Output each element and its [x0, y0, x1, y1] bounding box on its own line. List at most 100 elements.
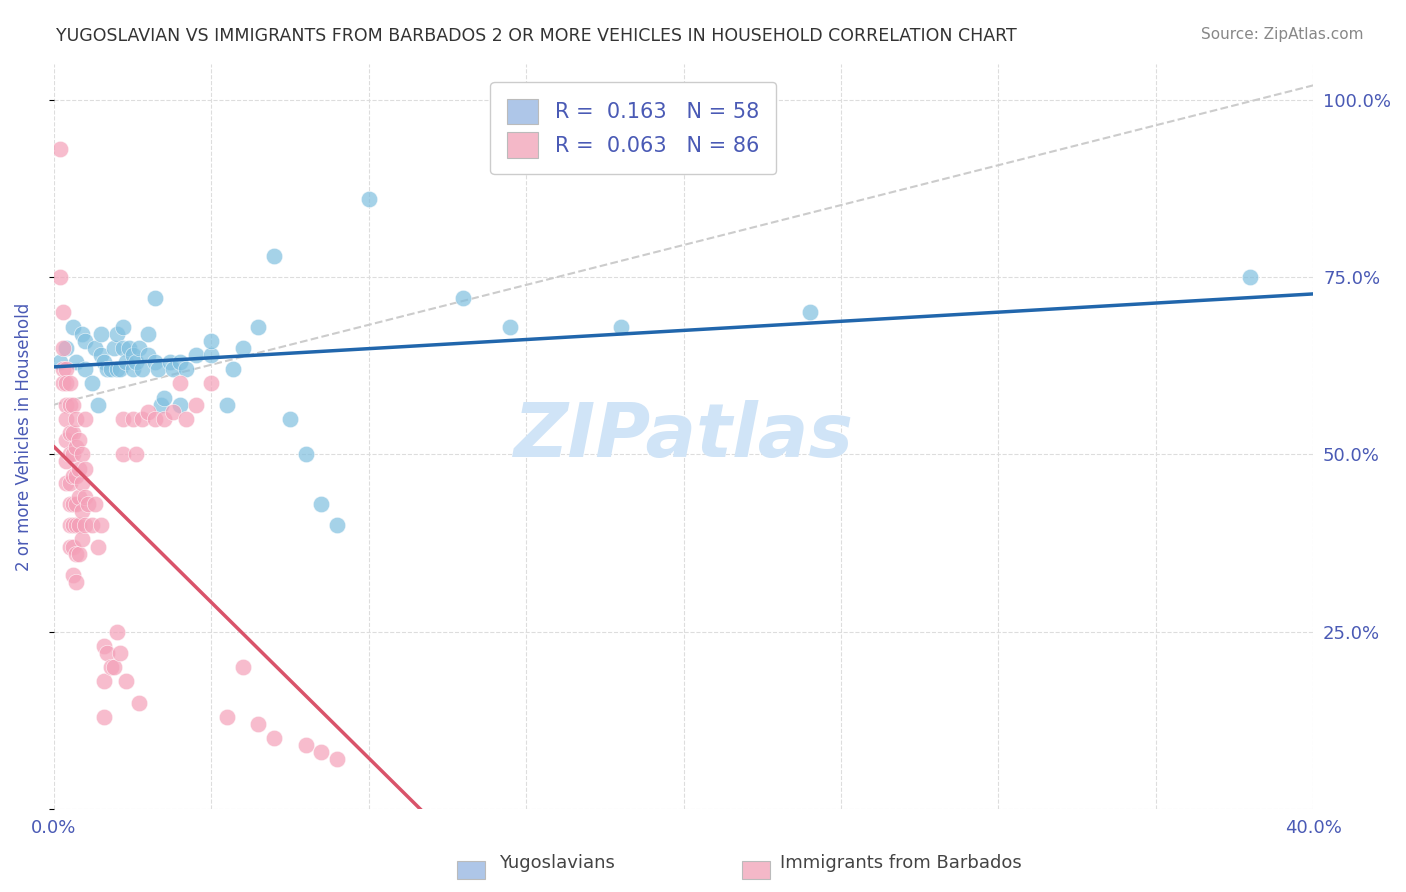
Point [263, 731, 285, 746]
Point [96, 646, 118, 660]
Point [143, 412, 166, 426]
Point [128, 696, 150, 710]
Point [52, 362, 75, 376]
Point [184, 398, 207, 412]
Point [70, 475, 93, 490]
Point [87, 540, 110, 554]
Point [131, 362, 153, 376]
Point [90, 348, 112, 362]
Point [451, 291, 474, 305]
Point [174, 412, 197, 426]
Point [108, 362, 131, 376]
Point [65, 518, 87, 533]
Point [153, 391, 176, 405]
Point [115, 674, 138, 689]
Point [112, 447, 135, 461]
Point [96, 362, 118, 376]
Point [58, 497, 80, 511]
Point [103, 660, 125, 674]
Point [75, 461, 97, 475]
Point [75, 490, 97, 504]
Point [75, 334, 97, 348]
Point [62, 497, 84, 511]
Point [93, 355, 115, 369]
Point [67, 518, 90, 533]
Point [77, 497, 100, 511]
Point [70, 326, 93, 341]
Point [247, 319, 270, 334]
Point [108, 646, 131, 660]
Point [609, 319, 631, 334]
Point [75, 412, 97, 426]
Point [263, 249, 285, 263]
Point [153, 412, 176, 426]
Point [105, 624, 128, 639]
Point [65, 575, 87, 590]
Point [65, 355, 87, 369]
Point [65, 497, 87, 511]
Text: YUGOSLAVIAN VS IMMIGRANTS FROM BARBADOS 2 OR MORE VEHICLES IN HOUSEHOLD CORRELAT: YUGOSLAVIAN VS IMMIGRANTS FROM BARBADOS … [56, 27, 1017, 45]
Point [215, 398, 238, 412]
Point [100, 660, 122, 674]
Point [162, 405, 184, 419]
Point [105, 362, 128, 376]
Point [75, 518, 97, 533]
Point [162, 362, 184, 376]
Point [169, 376, 191, 391]
Point [232, 341, 254, 355]
Point [232, 660, 254, 674]
Point [121, 412, 143, 426]
Point [169, 398, 191, 412]
Point [149, 398, 172, 412]
Point [200, 334, 222, 348]
Point [67, 547, 90, 561]
Point [93, 710, 115, 724]
Point [222, 362, 245, 376]
Point [58, 475, 80, 490]
Point [58, 540, 80, 554]
Point [62, 518, 84, 533]
Point [499, 319, 522, 334]
Point [112, 412, 135, 426]
Point [100, 362, 122, 376]
Point [326, 518, 349, 533]
Point [83, 497, 105, 511]
Point [121, 362, 143, 376]
Point [70, 447, 93, 461]
Point [58, 376, 80, 391]
Point [49, 142, 72, 156]
Point [65, 440, 87, 454]
Point [112, 341, 135, 355]
Point [103, 341, 125, 355]
Point [67, 461, 90, 475]
Point [112, 319, 135, 334]
Point [159, 355, 181, 369]
Point [67, 433, 90, 447]
Point [143, 291, 166, 305]
Point [115, 355, 138, 369]
Point [105, 326, 128, 341]
Point [169, 355, 191, 369]
Point [247, 717, 270, 731]
Point [131, 412, 153, 426]
Point [55, 398, 77, 412]
Point [58, 398, 80, 412]
Point [49, 269, 72, 284]
Point [62, 319, 84, 334]
Point [62, 398, 84, 412]
Y-axis label: 2 or more Vehicles in Household: 2 or more Vehicles in Household [15, 302, 32, 571]
Point [121, 348, 143, 362]
Point [174, 362, 197, 376]
Point [799, 305, 821, 319]
Text: Yugoslavians: Yugoslavians [499, 855, 614, 872]
Point [55, 341, 77, 355]
Point [143, 355, 166, 369]
Point [55, 433, 77, 447]
Point [90, 518, 112, 533]
Point [90, 326, 112, 341]
Point [65, 412, 87, 426]
Point [294, 739, 316, 753]
Point [58, 425, 80, 440]
Point [70, 533, 93, 547]
Point [62, 425, 84, 440]
